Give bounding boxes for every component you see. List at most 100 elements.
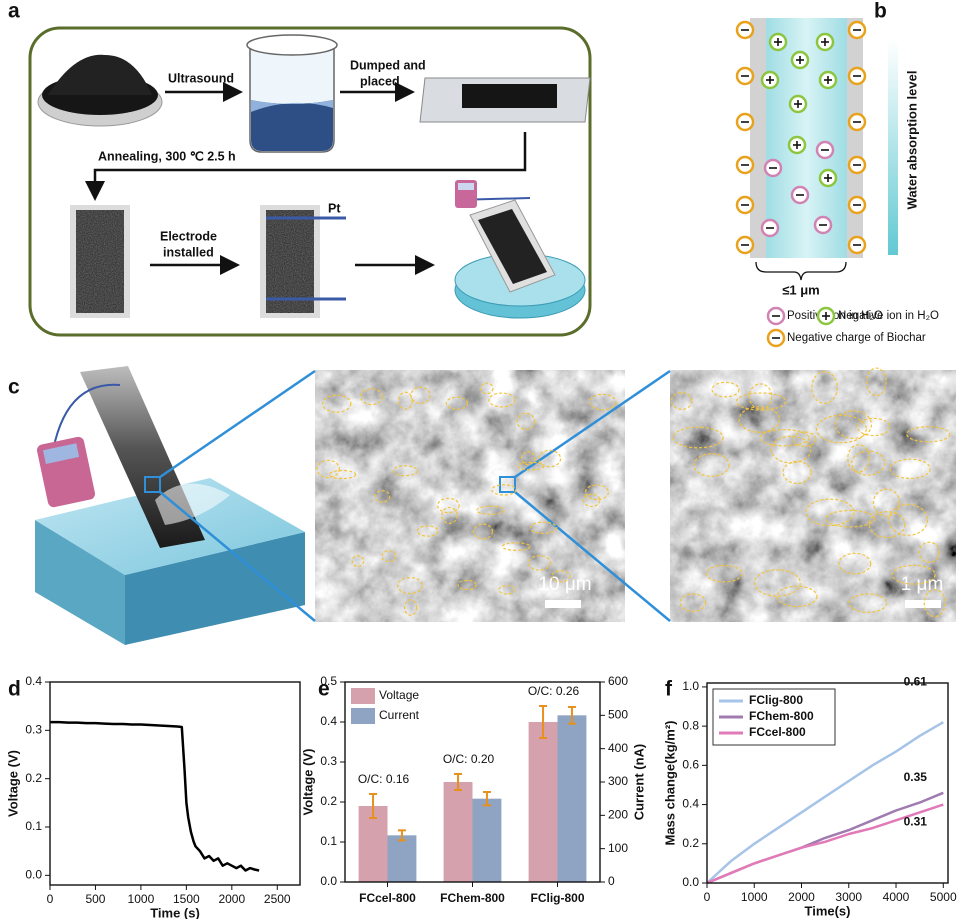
line-shape: [514, 491, 671, 622]
pore-outline: [472, 523, 494, 540]
rect-shape: [315, 370, 625, 622]
annotation: O/C: 0.20: [443, 752, 495, 766]
pore-outline: [906, 426, 951, 443]
rect-shape: [888, 40, 898, 255]
panel-label: f: [665, 678, 673, 701]
pore-outline: [491, 484, 517, 496]
pore-outline: [381, 550, 397, 563]
x-axis-title: Time (s): [150, 905, 200, 919]
pore-outline: [711, 381, 740, 398]
panel-label: c: [8, 376, 20, 399]
legend-label: Current: [379, 708, 420, 722]
panel-label: b: [874, 0, 887, 23]
x-tick-label: 2500: [264, 892, 291, 906]
y-tick-label: 0.2: [682, 836, 699, 850]
pore-outline: [583, 493, 601, 508]
bar: [557, 715, 587, 882]
pore-outline: [866, 367, 887, 397]
legend-swatch: [351, 688, 375, 704]
path-shape: [755, 261, 847, 281]
pore-outline: [891, 564, 936, 585]
step-label: Annealing, 300 ℃ 2.5 h: [98, 149, 236, 163]
y-tick-label: 0.4: [25, 674, 42, 688]
x-tick-label: 1500: [173, 892, 200, 906]
pore-outline: [441, 506, 458, 525]
step-label: placed: [360, 74, 400, 88]
pore-outline: [445, 396, 469, 410]
path-shape: [48, 54, 152, 95]
y-axis-title: Voltage (V): [300, 749, 315, 816]
y2-tick-label: 500: [608, 708, 628, 722]
y-tick-label: 0.5: [320, 674, 337, 688]
pore-outline: [551, 570, 571, 583]
x-tick-label: 2000: [218, 892, 245, 906]
rect-shape: [670, 370, 956, 622]
path-shape: [251, 100, 333, 151]
pore-outline: [488, 392, 516, 408]
pore-outline: [848, 593, 888, 613]
y-tick-label: 0.1: [320, 834, 337, 848]
pore-outline: [834, 410, 873, 439]
y-tick-label: 1.0: [682, 679, 699, 693]
scale-label: 10 μm: [538, 574, 591, 595]
x-tick-label: 0: [47, 892, 54, 906]
x-tick-label: 1000: [128, 892, 155, 906]
pore-outline: [693, 453, 730, 477]
panel-label: e: [318, 678, 330, 701]
rect-shape: [545, 600, 581, 608]
pore-outline: [805, 498, 855, 527]
pore-outline: [476, 505, 505, 515]
pore-outline: [517, 461, 545, 471]
pore-outline: [738, 406, 781, 433]
y-tick-label: 0.3: [25, 723, 42, 737]
legend-label: FClig-800: [749, 693, 803, 707]
y-tick-label: 0.3: [320, 754, 337, 768]
panel-label: d: [8, 678, 21, 701]
rect-shape: [458, 183, 474, 190]
panel-label: a: [8, 0, 20, 23]
rect-shape: [462, 84, 557, 108]
rect-shape: [266, 210, 314, 313]
polygon-shape: [478, 209, 547, 284]
step-label: Pt: [328, 201, 341, 215]
pore-outline: [316, 459, 340, 479]
y-tick-label: 0.2: [320, 794, 337, 808]
plot-frame: [344, 681, 601, 883]
x-tick-label: FClig-800: [530, 891, 584, 905]
step-label: Electrode: [160, 229, 217, 243]
x-tick-label: FChem-800: [440, 891, 505, 905]
step-label: Ultrasound: [168, 71, 234, 85]
pore-outline: [889, 458, 931, 480]
pore-outline: [748, 383, 773, 410]
pore-outline: [759, 429, 810, 447]
legend-label: Voltage: [379, 688, 419, 702]
pore-outline: [792, 431, 817, 447]
pore-outline: [851, 450, 886, 476]
rect-shape: [28, 26, 592, 337]
pore-outline: [888, 503, 929, 536]
y-tick-label: 0.8: [682, 718, 699, 732]
gradient-label: Water absorption level: [904, 71, 919, 210]
line: [706, 803, 944, 885]
pore-outline: [815, 414, 867, 444]
y-tick-label: 0.1: [25, 819, 42, 833]
rect-shape: [42, 443, 80, 465]
y-tick-label: 0.6: [682, 758, 699, 772]
pore-outline: [847, 444, 871, 473]
pore-outline: [923, 589, 946, 618]
y2-tick-label: 100: [608, 841, 628, 855]
x-axis-title: Time(s): [805, 903, 851, 918]
rect-shape: [847, 18, 863, 258]
pore-outline: [705, 564, 743, 583]
annotation: 0.31: [904, 815, 928, 829]
pore-outline: [735, 392, 787, 411]
y2-axis-title: Current (nA): [631, 744, 646, 821]
y2-tick-label: 200: [608, 808, 628, 822]
pore-outline: [589, 393, 617, 411]
pore-outline: [528, 555, 552, 571]
line-shape: [159, 491, 316, 622]
pore-outline: [457, 579, 477, 591]
pore-outline: [403, 599, 418, 616]
pore-outline: [670, 391, 693, 410]
pore-outline: [672, 426, 724, 449]
